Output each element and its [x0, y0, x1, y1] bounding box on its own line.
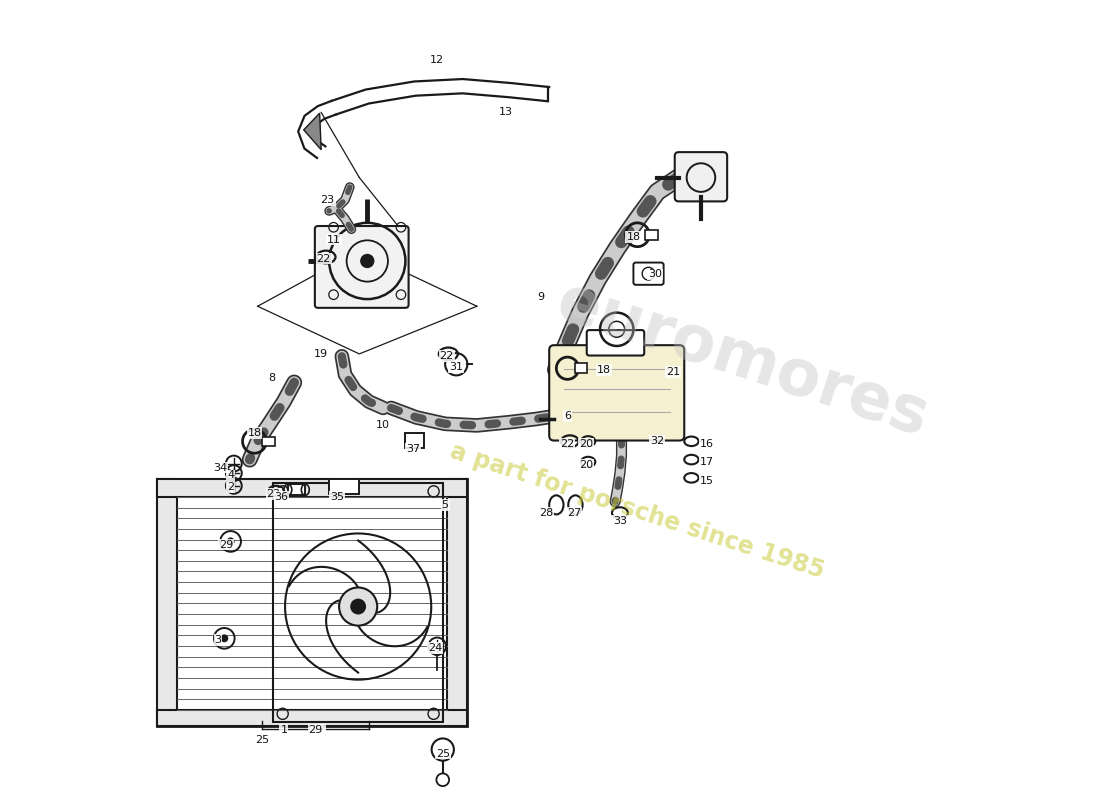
- Text: 27: 27: [311, 725, 326, 734]
- Text: 2: 2: [227, 482, 234, 492]
- Text: 29: 29: [219, 539, 233, 550]
- Text: 6: 6: [564, 411, 571, 421]
- Text: 20: 20: [579, 460, 593, 470]
- Text: 30: 30: [648, 270, 662, 279]
- Text: 18: 18: [597, 365, 612, 375]
- Text: 33: 33: [613, 516, 627, 526]
- Text: 22: 22: [266, 489, 280, 498]
- Text: 19: 19: [315, 349, 328, 359]
- Text: 22: 22: [440, 351, 454, 362]
- Text: a part for porsche since 1985: a part for porsche since 1985: [448, 439, 827, 583]
- FancyBboxPatch shape: [549, 345, 684, 441]
- Bar: [406, 434, 425, 448]
- Text: 11: 11: [327, 234, 341, 245]
- Text: 23: 23: [320, 194, 334, 205]
- Bar: [447, 479, 466, 726]
- Text: 22: 22: [317, 254, 331, 263]
- Text: 28: 28: [539, 508, 553, 518]
- Text: 12: 12: [430, 55, 444, 65]
- FancyBboxPatch shape: [586, 330, 645, 355]
- Text: 1: 1: [280, 725, 287, 734]
- Bar: [156, 710, 466, 726]
- Bar: [288, 484, 306, 495]
- Text: 15: 15: [701, 476, 714, 486]
- Text: 24: 24: [428, 643, 442, 653]
- Text: 17: 17: [701, 457, 714, 467]
- Text: 13: 13: [499, 107, 514, 118]
- Text: 34: 34: [213, 462, 228, 473]
- Text: 18: 18: [626, 232, 640, 242]
- Text: 10: 10: [376, 421, 390, 430]
- Text: 18: 18: [248, 428, 262, 438]
- Circle shape: [339, 587, 377, 626]
- Bar: [574, 363, 587, 373]
- Bar: [156, 479, 177, 726]
- Bar: [156, 479, 466, 726]
- Polygon shape: [304, 114, 321, 150]
- Text: 25: 25: [436, 749, 450, 758]
- Text: 3: 3: [214, 635, 221, 645]
- Circle shape: [350, 598, 366, 614]
- Text: 32: 32: [650, 436, 664, 446]
- Text: 16: 16: [701, 438, 714, 449]
- FancyBboxPatch shape: [315, 226, 408, 308]
- Text: euromores: euromores: [549, 271, 936, 450]
- Text: 20: 20: [579, 438, 593, 449]
- Text: 25: 25: [255, 735, 270, 745]
- Text: 35: 35: [330, 492, 344, 502]
- Text: 31: 31: [449, 362, 463, 372]
- Text: 21: 21: [667, 367, 680, 377]
- Circle shape: [360, 254, 374, 268]
- Bar: [329, 479, 360, 494]
- Text: 5: 5: [441, 500, 449, 510]
- Text: 8: 8: [268, 373, 275, 382]
- Circle shape: [227, 538, 234, 546]
- Text: 36: 36: [275, 492, 288, 502]
- Bar: [263, 437, 275, 446]
- Text: 29: 29: [308, 725, 322, 734]
- FancyBboxPatch shape: [674, 152, 727, 202]
- Bar: [156, 479, 466, 497]
- Text: 37: 37: [406, 444, 420, 454]
- Text: 22: 22: [560, 438, 574, 449]
- Text: 9: 9: [537, 292, 544, 302]
- Bar: [646, 230, 658, 239]
- FancyBboxPatch shape: [634, 262, 663, 285]
- Text: 4: 4: [227, 470, 234, 481]
- Text: 27: 27: [566, 508, 581, 518]
- Circle shape: [220, 634, 229, 642]
- Bar: [273, 483, 443, 722]
